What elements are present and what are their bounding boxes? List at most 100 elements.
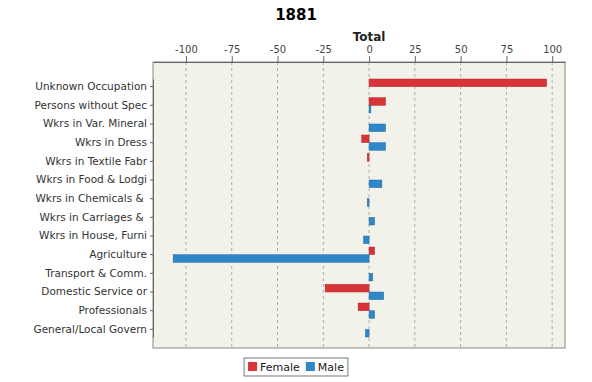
bar xyxy=(358,303,369,311)
bar xyxy=(362,135,369,143)
y-tick-mark xyxy=(150,198,153,199)
y-tick: Persons without Spec xyxy=(35,99,153,111)
bar xyxy=(369,292,384,300)
grid-line xyxy=(414,62,415,348)
y-tick-label: Wkrs in Textile Fabr xyxy=(45,155,148,167)
y-tick: Professionals xyxy=(78,304,153,316)
legend: Female Male xyxy=(244,358,348,376)
bar xyxy=(365,329,369,337)
legend-box xyxy=(244,358,348,376)
bar xyxy=(369,98,385,106)
plot-background xyxy=(153,62,565,348)
x-tick: -100 xyxy=(175,44,198,62)
chart: -100-75-50-250255075100Unknown Occupatio… xyxy=(0,0,592,382)
title: 1881 xyxy=(275,6,317,24)
y-tick: Wkrs in Var. Mineral xyxy=(43,117,153,129)
bar xyxy=(325,284,369,292)
y-tick-mark xyxy=(150,217,153,218)
y-tick-mark xyxy=(150,254,153,255)
x-tick: 75 xyxy=(501,44,514,62)
y-tick: Wkrs in Carriages & xyxy=(39,211,153,223)
y-tick-label: Domestic Service or xyxy=(41,285,147,297)
y-tick: Wkrs in Chemicals & xyxy=(35,192,153,204)
bar xyxy=(369,217,374,225)
bar xyxy=(369,87,370,95)
x-tick: 50 xyxy=(455,44,468,62)
y-tick-label: Wkrs in Chemicals & xyxy=(35,192,147,204)
y-tick: Unknown Occupation xyxy=(35,80,153,92)
y-tick-mark xyxy=(150,292,153,293)
x-tick-label: -50 xyxy=(270,44,286,55)
x-tick-label: 25 xyxy=(409,44,422,55)
x-tick-mark xyxy=(186,56,187,62)
y-tick-mark xyxy=(150,329,153,330)
y-tick: Wkrs in Textile Fabr xyxy=(45,155,153,167)
bars xyxy=(173,79,547,337)
grid-line xyxy=(185,62,186,348)
bar xyxy=(367,199,369,207)
x-tick-label: 100 xyxy=(543,44,562,55)
x-tick: 100 xyxy=(543,44,562,62)
y-axis: Unknown Occupation Persons without Spec Wk… xyxy=(34,80,154,338)
y-tick: Agriculture xyxy=(89,248,153,260)
x-tick-mark xyxy=(232,56,233,62)
x-tick: -75 xyxy=(224,44,240,62)
y-tick-label: Wkrs in Food & Lodgi xyxy=(36,173,147,185)
legend-item: Male xyxy=(306,361,344,374)
bar xyxy=(369,311,374,319)
y-tick-label: Wkrs in House, Furni xyxy=(39,229,147,241)
y-tick-label: Agriculture xyxy=(89,248,147,260)
y-tick-mark xyxy=(150,123,153,124)
y-tick: Wkrs in Dress xyxy=(75,136,153,148)
y-tick-mark xyxy=(150,310,153,311)
bar xyxy=(367,154,369,162)
bar xyxy=(364,236,369,244)
grid-line xyxy=(231,62,232,348)
y-tick-label: Persons without Spec xyxy=(35,99,148,111)
bar xyxy=(369,116,370,124)
y-tick-mark xyxy=(150,273,153,274)
x-tick: 25 xyxy=(409,44,422,62)
y-tick-label: Wkrs in Carriages & xyxy=(39,211,147,223)
x-tick-label: -100 xyxy=(175,44,198,55)
x-tick: 0 xyxy=(366,44,372,62)
x-tick-mark xyxy=(278,56,279,62)
x-axis-title: Total xyxy=(353,30,386,44)
y-tick-mark xyxy=(150,161,153,162)
bar xyxy=(369,322,370,330)
x-tick-mark xyxy=(461,56,462,62)
bar xyxy=(173,255,369,263)
bar xyxy=(369,124,385,132)
grid-line xyxy=(506,62,507,348)
x-tick: -50 xyxy=(270,44,286,62)
x-axis-line xyxy=(154,62,566,63)
grid xyxy=(186,62,552,348)
x-tick-mark xyxy=(552,56,553,62)
x-axis: -100-75-50-250255075100 xyxy=(154,44,566,63)
bar xyxy=(369,247,374,255)
y-tick-label: Transport & Comm. xyxy=(44,267,147,279)
bar xyxy=(369,79,547,87)
y-tick: Transport & Comm. xyxy=(44,267,153,279)
y-tick-label: General/Local Govern xyxy=(34,323,148,335)
y-tick: General/Local Govern xyxy=(34,323,154,335)
y-tick-mark xyxy=(150,179,153,180)
y-tick-label: Professionals xyxy=(78,304,147,316)
x-tick-label: 50 xyxy=(455,44,468,55)
bar xyxy=(369,266,370,274)
y-tick: Wkrs in Food & Lodgi xyxy=(36,173,153,185)
y-axis-line xyxy=(153,80,154,338)
grid-line xyxy=(460,62,461,348)
y-tick-label: Wkrs in Dress xyxy=(75,136,147,148)
y-tick-mark xyxy=(150,142,153,143)
legend-label: Female xyxy=(260,361,300,374)
x-tick-mark xyxy=(323,56,324,62)
x-tick-mark xyxy=(415,56,416,62)
y-tick-label: Unknown Occupation xyxy=(35,80,147,92)
legend-item: Female xyxy=(248,361,300,374)
x-tick-label: 75 xyxy=(501,44,514,55)
legend-swatch xyxy=(248,362,257,371)
grid-line xyxy=(323,62,324,348)
bar xyxy=(369,191,370,199)
y-tick-label: Wkrs in Var. Mineral xyxy=(43,117,147,129)
